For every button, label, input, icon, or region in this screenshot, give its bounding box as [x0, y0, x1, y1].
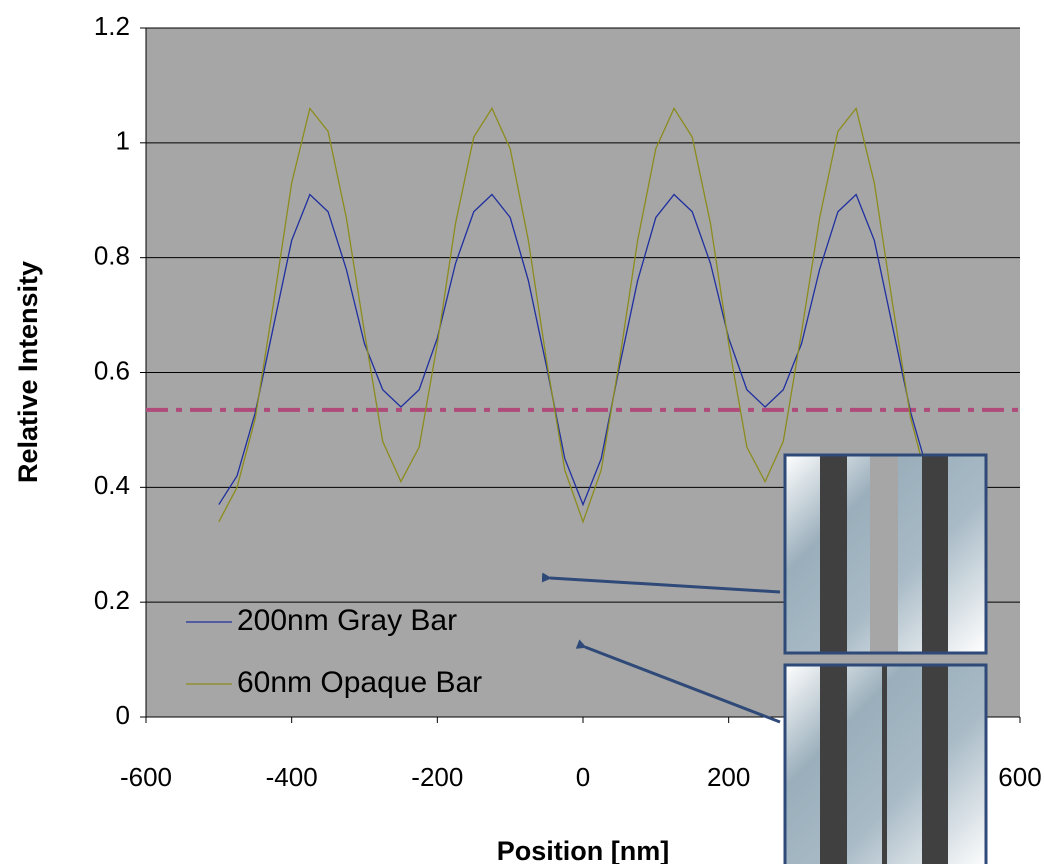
- x-tick-label: -200: [411, 762, 463, 792]
- arrow: [575, 639, 781, 724]
- series-line: [218, 193, 948, 507]
- y-tick-label: 0.2: [94, 585, 130, 615]
- x-tick-label: 0: [576, 762, 590, 792]
- opaque-bar: [820, 665, 847, 864]
- frame: [783, 663, 988, 864]
- x-tick-label: -600: [120, 762, 172, 792]
- gray-bar: [870, 455, 898, 653]
- y-axis-label: Relative Intensity: [13, 261, 43, 483]
- x-tick-label: 200: [707, 762, 750, 792]
- y-tick-label: 0.8: [94, 241, 130, 271]
- x-axis-label: Position [nm]: [497, 836, 669, 864]
- inset: [541, 453, 988, 864]
- y-tick-label: 1.2: [94, 11, 130, 41]
- opaque-bar: [922, 455, 948, 653]
- legend-label: 200nm Gray Bar: [237, 604, 457, 637]
- y-tick-label: 0.6: [94, 355, 130, 385]
- x-tick-label: -400: [266, 762, 318, 792]
- series-line: [218, 106, 948, 524]
- y-tick-label: 0.4: [94, 470, 130, 500]
- arrow: [541, 572, 781, 594]
- legend-label: 60nm Opaque Bar: [237, 666, 482, 699]
- y-tick-label: 1: [116, 126, 130, 156]
- frame: [783, 453, 988, 655]
- opaque-bar: [820, 455, 847, 653]
- opaque-bar: [922, 665, 948, 864]
- x-tick-label: 600: [998, 762, 1041, 792]
- y-tick-label: 0: [116, 700, 130, 730]
- opaque-bar: [882, 665, 887, 864]
